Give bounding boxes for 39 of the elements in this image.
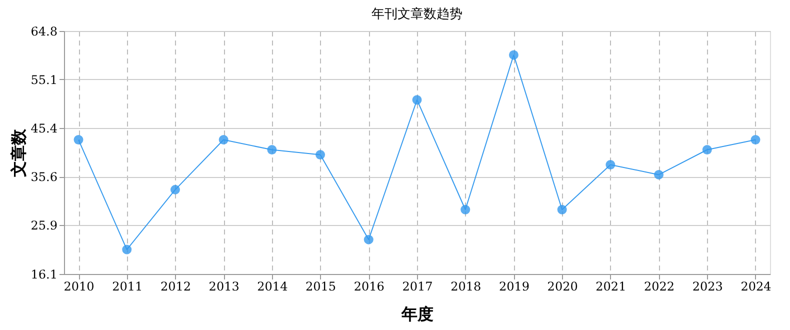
x-tick-label: 2010 xyxy=(64,280,94,294)
x-tick-label: 2017 xyxy=(402,280,433,294)
y-tick-label: 45.4 xyxy=(30,121,58,136)
point xyxy=(460,204,470,214)
x-tick-label: 2024 xyxy=(740,280,772,294)
x-tick-label: 2023 xyxy=(692,280,723,294)
point xyxy=(316,150,326,160)
point xyxy=(557,204,567,214)
point xyxy=(702,145,712,154)
y-tick-label: 35.6 xyxy=(30,170,58,184)
x-tick-label: 2013 xyxy=(208,280,240,294)
x-tick-label: 2016 xyxy=(354,280,384,294)
point xyxy=(508,50,518,60)
point xyxy=(364,234,374,244)
x-tick-label: 2018 xyxy=(450,280,482,294)
point xyxy=(412,95,422,105)
point xyxy=(750,135,760,145)
y-tick-label: 16.1 xyxy=(30,268,58,282)
point xyxy=(122,244,132,254)
point xyxy=(170,184,180,194)
point xyxy=(654,170,664,180)
x-tick-label: 2019 xyxy=(498,280,530,294)
x-tick-label: 2022 xyxy=(644,280,675,294)
x-tick-label: 2014 xyxy=(257,280,288,294)
x-tick-label: 2011 xyxy=(112,280,143,294)
y-axis-title: 文章数 xyxy=(8,128,28,178)
x-tick-label: 2021 xyxy=(596,280,626,294)
x-tick-label: 2020 xyxy=(547,280,578,294)
chart-title: 年刊文章数趋势 xyxy=(372,7,462,22)
y-tick-label: 55.1 xyxy=(30,72,58,87)
x-tick-label: 2012 xyxy=(160,280,191,294)
point xyxy=(267,145,277,154)
y-tick-label: 64.8 xyxy=(30,24,58,38)
y-tick-label: 25.9 xyxy=(30,218,58,233)
point xyxy=(218,135,228,145)
point xyxy=(606,160,616,170)
point xyxy=(74,135,84,145)
x-tick-label: 2015 xyxy=(306,280,336,294)
x-axis-title: 年度 xyxy=(400,304,434,324)
